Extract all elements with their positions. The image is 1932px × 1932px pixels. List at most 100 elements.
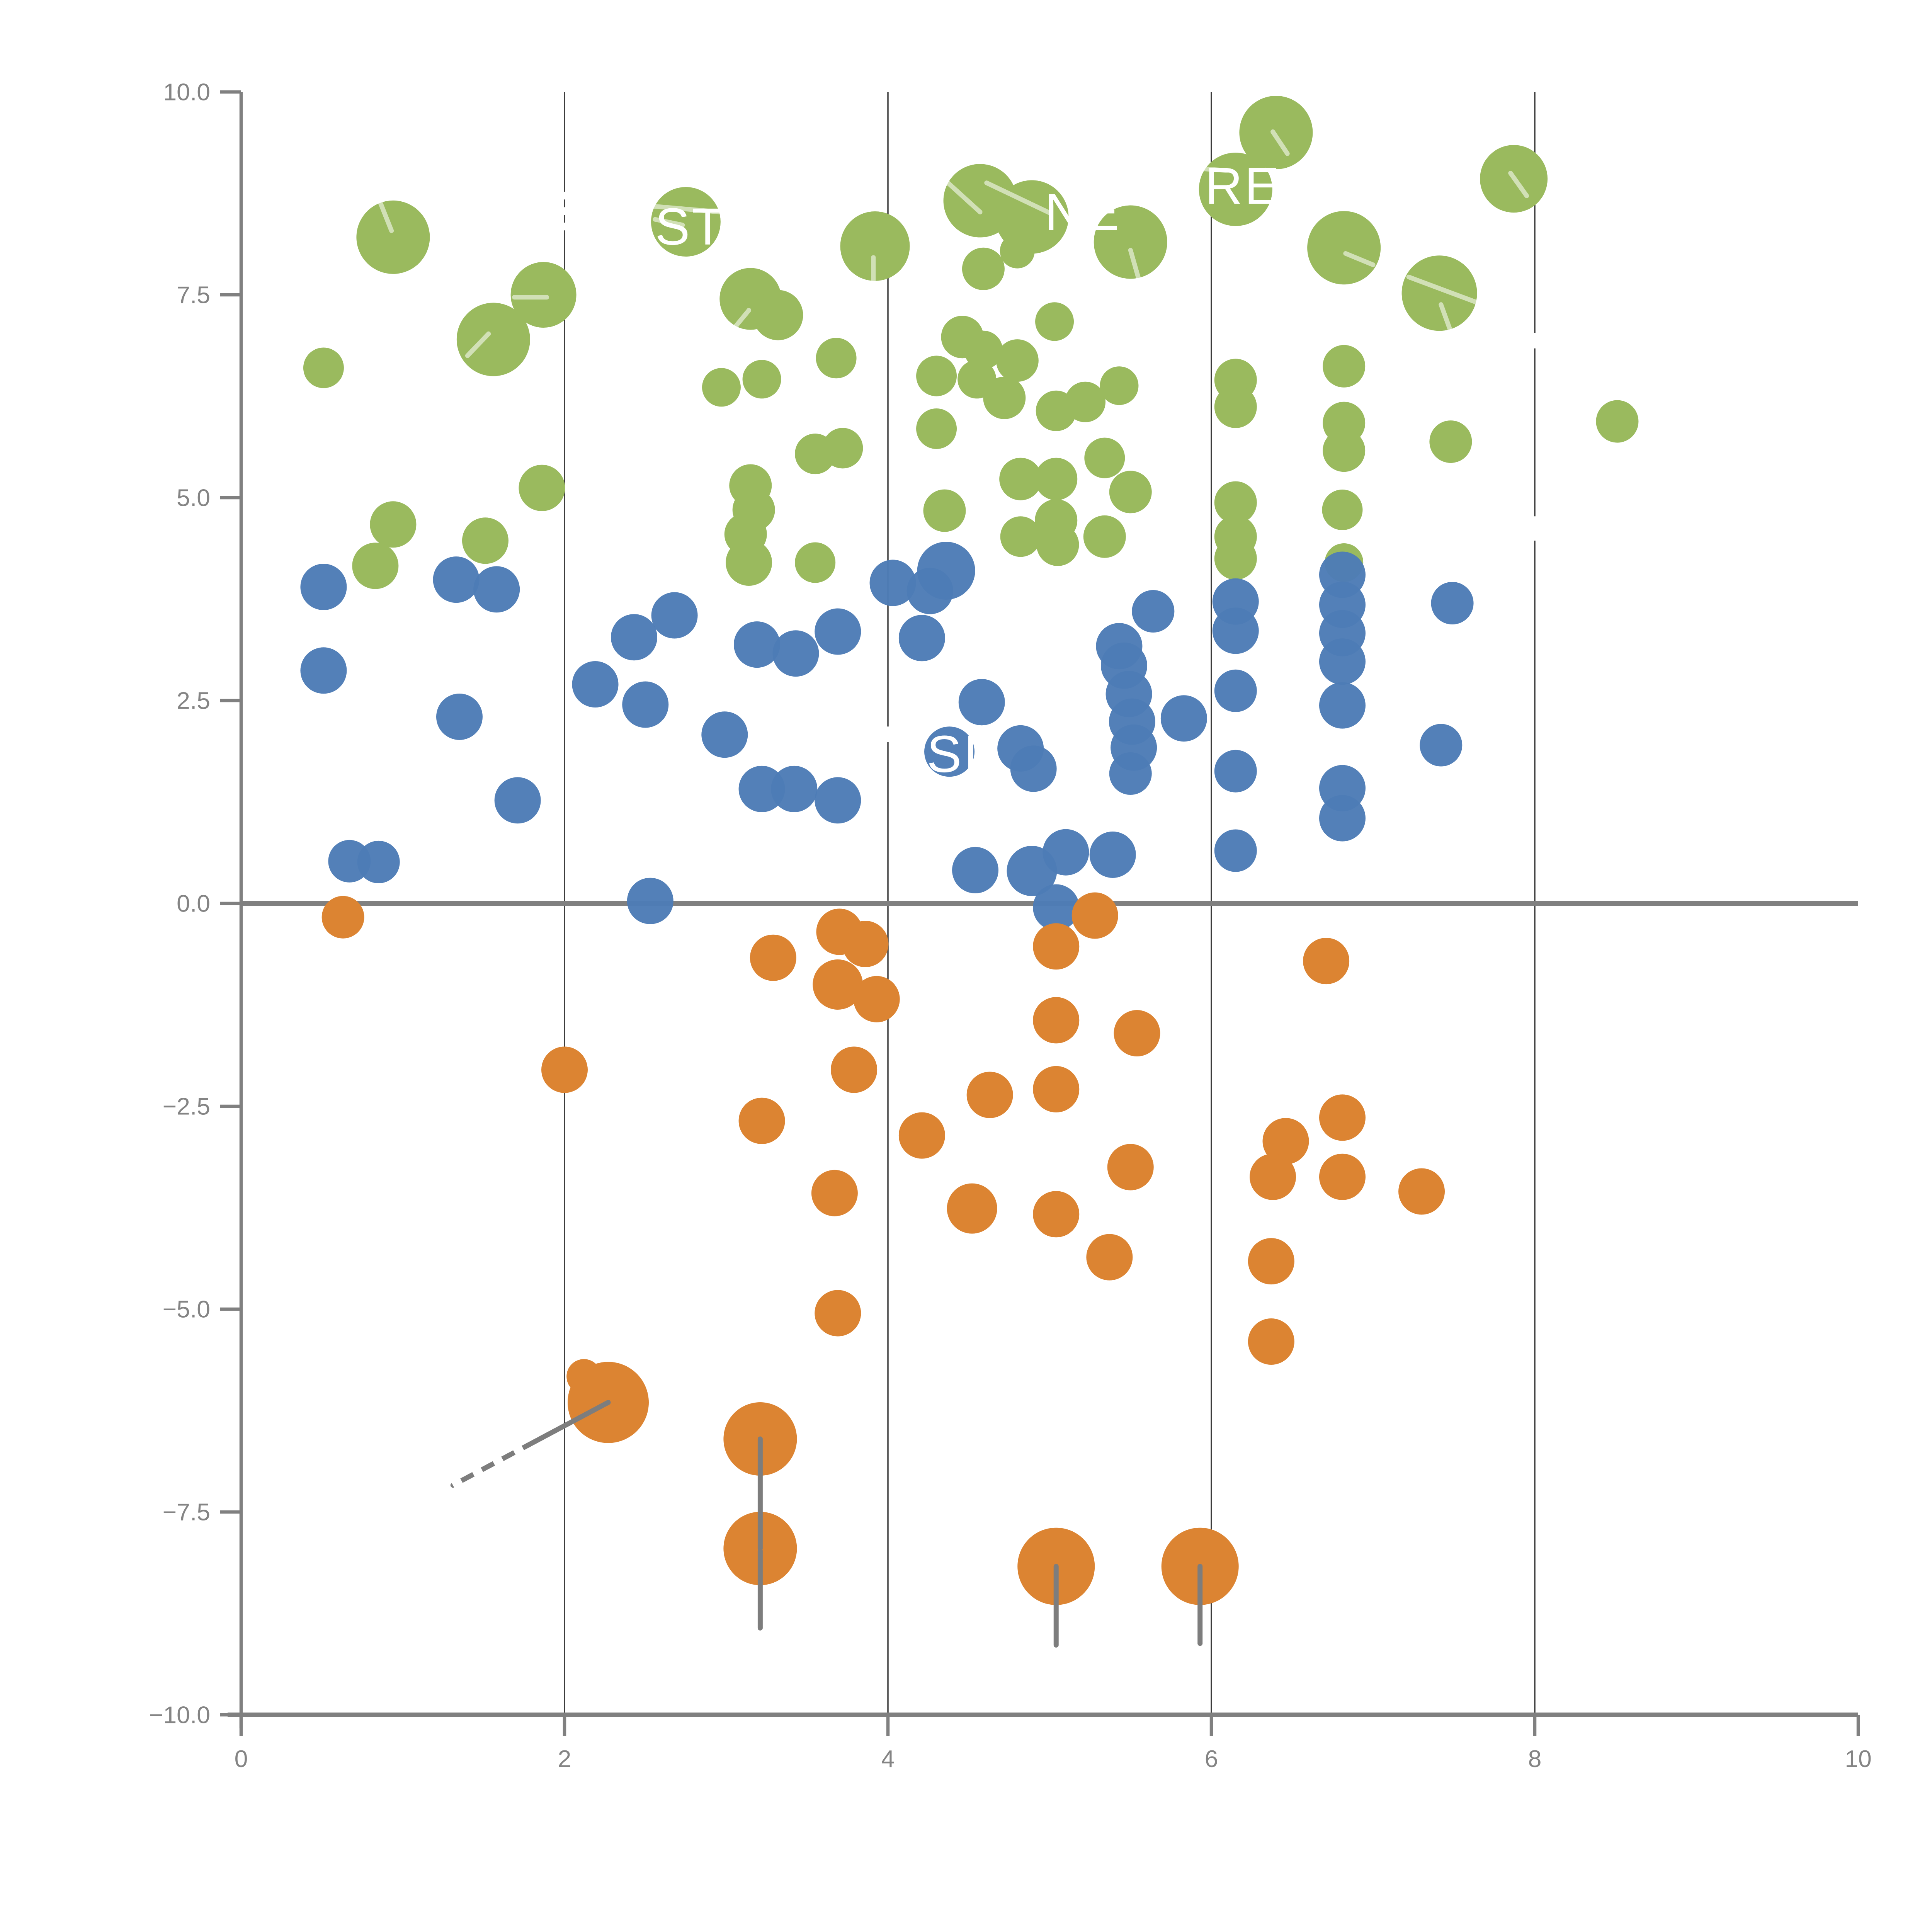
dot-green-10 [753, 290, 803, 340]
dot-green-37 [916, 408, 957, 449]
dot-blue-9 [611, 614, 657, 661]
dot-orange-2 [750, 934, 796, 981]
x-tick-label-6: 6 [1205, 1745, 1218, 1772]
dot-blue-3 [357, 840, 400, 883]
dot-blue-5 [473, 566, 520, 613]
y-tick-label-−10.0: −10.0 [149, 1702, 210, 1729]
dot-green-3 [510, 262, 577, 328]
dot-blue-19 [815, 777, 861, 824]
dot-orange-27 [1248, 1238, 1294, 1285]
dot-orange-4 [842, 921, 889, 967]
dot-blue-12 [651, 592, 698, 639]
dot-green-28 [964, 330, 1003, 369]
dot-green-60 [1401, 255, 1477, 331]
dot-blue-54 [1431, 582, 1474, 624]
dot-blue-42 [1212, 607, 1259, 654]
dot-blue-1 [300, 647, 347, 694]
dot-blue-17 [738, 765, 785, 812]
dot-blue-43 [1214, 669, 1257, 712]
stripe-line-15 [1508, 170, 1529, 198]
dot-blue-27 [1010, 745, 1057, 792]
annotation-label-NE: NE [1045, 183, 1121, 241]
stripe-line-9 [1128, 248, 1143, 287]
dot-blue-7 [494, 777, 541, 824]
stripe-line-11 [1270, 129, 1290, 156]
dot-blue-23 [906, 568, 953, 614]
dot-green-26 [1094, 205, 1167, 279]
dot-blue-50 [1319, 682, 1366, 729]
dot-green-6 [462, 517, 509, 564]
dot-green-20 [726, 539, 772, 586]
dot-orange-9 [811, 1170, 858, 1216]
annotation-label-RE: RE [1205, 157, 1281, 215]
dot-orange-5 [813, 959, 863, 1010]
stripe-line-0 [378, 200, 394, 233]
dot-green-2 [456, 303, 530, 376]
dot-green-39 [1109, 471, 1152, 514]
y-tick-label-−7.5: −7.5 [163, 1499, 210, 1526]
dot-orange-6 [853, 976, 900, 1022]
dot-blue-45 [1214, 829, 1257, 872]
stripe-line-13 [1406, 274, 1481, 306]
dot-green-31 [983, 376, 1026, 419]
dot-blue-14 [734, 621, 781, 668]
annotation-label-ST: ST [655, 197, 726, 256]
dot-blue-25 [958, 679, 1005, 726]
x-tick-label-8: 8 [1528, 1745, 1542, 1772]
dot-blue-10 [622, 681, 669, 728]
stripe-line-8 [984, 180, 1052, 215]
dot-green-58 [1322, 490, 1363, 530]
y-tick-label-10.0: 10.0 [163, 79, 210, 106]
dot-blue-39 [1109, 752, 1152, 795]
dot-green-51 [1214, 385, 1257, 428]
stripe-line-12 [1343, 251, 1376, 267]
y-tick-label-−5.0: −5.0 [163, 1296, 210, 1323]
stripe-line-5 [727, 308, 752, 336]
dot-blue-24 [924, 726, 975, 777]
dot-green-13 [816, 338, 857, 379]
stripe-line-4 [653, 217, 685, 228]
y-tick-label-0.0: 0.0 [177, 890, 210, 917]
dot-orange-12 [966, 1071, 1013, 1118]
dot-green-40 [999, 457, 1042, 500]
dot-blue-4 [433, 556, 480, 603]
dot-green-11 [702, 368, 741, 407]
dot-blue-11 [627, 878, 673, 924]
dot-green-55 [1323, 345, 1366, 388]
dot-blue-53 [1420, 724, 1463, 767]
leader-line-dash-overlay-0 [451, 1440, 534, 1488]
dot-green-46 [1083, 515, 1126, 558]
dot-green-35 [1036, 390, 1077, 431]
x-tick-label-10: 10 [1845, 1745, 1872, 1772]
dot-orange-10 [898, 1112, 945, 1159]
dot-blue-21 [898, 615, 945, 662]
dot-orange-14 [1033, 997, 1080, 1044]
dot-green-62 [1429, 420, 1472, 463]
dot-orange-26 [1319, 1153, 1366, 1200]
y-tick-label-2.5: 2.5 [177, 687, 210, 714]
dot-orange-8 [738, 1097, 785, 1144]
dot-blue-49 [1319, 638, 1366, 685]
dot-green-49 [1307, 211, 1381, 285]
dot-green-4 [370, 501, 417, 548]
dot-green-45 [1036, 523, 1079, 566]
stripe-line-2 [465, 331, 491, 358]
dot-blue-31 [1089, 832, 1136, 878]
dot-blue-30 [1043, 829, 1089, 876]
dot-orange-24 [1262, 1118, 1309, 1165]
dot-green-21 [795, 542, 836, 583]
dot-green-24 [962, 247, 1005, 290]
x-tick-label-2: 2 [558, 1745, 571, 1772]
stripe-line-10 [1193, 166, 1232, 173]
dot-blue-15 [772, 630, 819, 677]
dot-green-57 [1323, 429, 1366, 472]
stripe-line-14 [1439, 302, 1453, 334]
stripe-line-3 [616, 201, 742, 216]
dot-blue-6 [436, 694, 483, 740]
dot-orange-7 [831, 1046, 878, 1093]
dot-orange-13 [1033, 1066, 1080, 1112]
dot-orange-21 [1107, 1144, 1154, 1190]
dot-orange-17 [1033, 923, 1080, 970]
